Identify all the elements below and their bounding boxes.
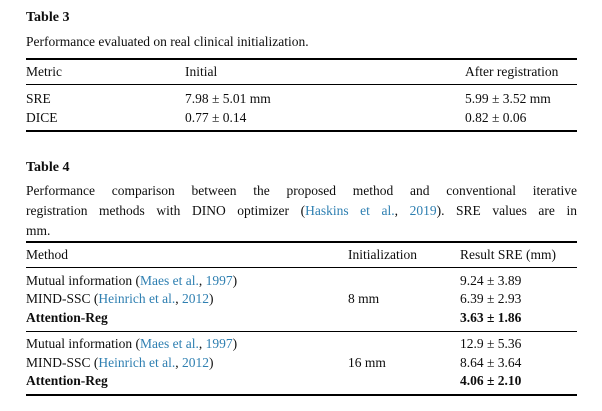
method-cell: Attention-Reg <box>26 372 348 391</box>
text-segment: , <box>394 203 410 218</box>
table4-group-8mm: Mutual information (Maes et al., 1997) M… <box>26 268 577 332</box>
result-cell: 4.06 ± 2.10 <box>460 373 522 388</box>
citation-link[interactable]: 2019 <box>409 203 437 218</box>
initialization-cell: 8 mm <box>348 272 460 328</box>
table3-header-row: Metric Initial After registration <box>26 60 577 85</box>
citation-link[interactable]: Maes et al. <box>139 272 199 288</box>
initialization-cell: 16 mm <box>348 335 460 391</box>
method-cell: Mutual information (Maes et al., 1997) <box>26 272 348 291</box>
initial-value-cell: 0.77 ± 0.14 <box>185 109 247 125</box>
method-cell: Attention-Reg <box>26 309 348 328</box>
result-cell: 12.9 ± 5.36 <box>460 336 522 351</box>
table3-section: Table 3 Performance evaluated on real cl… <box>26 10 577 132</box>
caption-line: mm. <box>26 221 577 241</box>
initialization-value: 8 mm <box>348 291 380 306</box>
text-segment: MIND-SSC ( <box>26 291 99 306</box>
method-cell: Mutual information (Maes et al., 1997) <box>26 335 348 354</box>
citation-link[interactable]: Maes et al. <box>139 336 199 351</box>
table4-group-16mm: Mutual information (Maes et al., 1997) M… <box>26 332 577 395</box>
text-segment: , <box>175 291 182 306</box>
method-column: Mutual information (Maes et al., 1997) M… <box>26 335 348 391</box>
text-segment: Mutual information ( <box>26 272 140 288</box>
text-segment: , <box>198 336 206 351</box>
citation-link[interactable]: 2012 <box>181 354 209 370</box>
column-header-method: Method <box>26 247 68 262</box>
text-segment: ). SRE values are in <box>436 203 577 218</box>
text-segment: registration methods with DINO optimizer… <box>26 203 306 218</box>
result-cell: 8.64 ± 3.64 <box>460 354 522 370</box>
citation-link[interactable]: Heinrich et al. <box>98 354 176 370</box>
result-column: 12.9 ± 5.36 8.64 ± 3.64 4.06 ± 2.10 <box>460 335 577 391</box>
table3: Metric Initial After registration SRE 7.… <box>26 58 577 132</box>
citation-link[interactable]: 1997 <box>205 272 233 288</box>
column-header-metric: Metric <box>26 64 62 79</box>
text-segment: , <box>198 272 206 288</box>
table3-caption: Performance evaluated on real clinical i… <box>26 34 309 49</box>
table4-header-row: Method Initialization Result SRE (mm) <box>26 243 577 268</box>
metric-cell: SRE <box>26 90 51 106</box>
table4-title: Table 4 <box>26 160 70 175</box>
caption-line: registration methods with DINO optimizer… <box>26 201 577 221</box>
table3-body: SRE 7.98 ± 5.01 mm 5.99 ± 3.52 mm DICE 0… <box>26 85 577 130</box>
after-registration-value-cell: 0.82 ± 0.06 <box>465 109 527 125</box>
table4-caption: Performance comparison between the propo… <box>26 181 577 241</box>
table3-title: Table 3 <box>26 10 70 25</box>
table4-section: Table 4 Performance comparison between t… <box>26 160 577 396</box>
result-cell: 6.39 ± 2.93 <box>460 291 522 306</box>
text-segment: ) <box>208 354 214 370</box>
text-segment: MIND-SSC ( <box>26 354 99 370</box>
text-segment: mm. <box>26 223 51 238</box>
caption-line: Performance comparison between the propo… <box>26 181 577 201</box>
method-cell: MIND-SSC (Heinrich et al., 2012) <box>26 290 348 309</box>
column-header-initial: Initial <box>185 64 218 79</box>
text-segment: Performance comparison between the propo… <box>26 183 577 198</box>
table-row-sre: SRE 7.98 ± 5.01 mm 5.99 ± 3.52 mm <box>26 89 577 108</box>
column-header-after-registration: After registration <box>465 64 559 79</box>
text-segment: , <box>175 354 182 370</box>
initialization-value: 16 mm <box>348 354 386 370</box>
after-registration-value-cell: 5.99 ± 3.52 mm <box>465 90 551 106</box>
citation-link[interactable]: Haskins et al. <box>305 203 395 218</box>
citation-link[interactable]: Heinrich et al. <box>98 291 176 306</box>
text-segment: ) <box>232 272 238 288</box>
citation-link[interactable]: 2012 <box>181 291 209 306</box>
method-cell: MIND-SSC (Heinrich et al., 2012) <box>26 354 348 373</box>
result-column: 9.24 ± 3.89 6.39 ± 2.93 3.63 ± 1.86 <box>460 272 577 328</box>
method-column: Mutual information (Maes et al., 1997) M… <box>26 272 348 328</box>
table4: Method Initialization Result SRE (mm) Mu… <box>26 241 577 396</box>
citation-link[interactable]: 1997 <box>205 336 233 351</box>
result-cell: 9.24 ± 3.89 <box>460 272 522 288</box>
text-segment: ) <box>232 336 238 351</box>
initial-value-cell: 7.98 ± 5.01 mm <box>185 90 271 106</box>
metric-cell: DICE <box>26 109 58 125</box>
table-row-dice: DICE 0.77 ± 0.14 0.82 ± 0.06 <box>26 108 577 127</box>
text-segment: Mutual information ( <box>26 336 140 351</box>
result-cell: 3.63 ± 1.86 <box>460 309 522 325</box>
text-segment: Attention-Reg <box>26 373 108 388</box>
text-segment: ) <box>208 291 214 306</box>
text-segment: Attention-Reg <box>26 309 108 325</box>
column-header-result-sre: Result SRE (mm) <box>460 247 557 262</box>
column-header-initialization: Initialization <box>348 247 417 262</box>
